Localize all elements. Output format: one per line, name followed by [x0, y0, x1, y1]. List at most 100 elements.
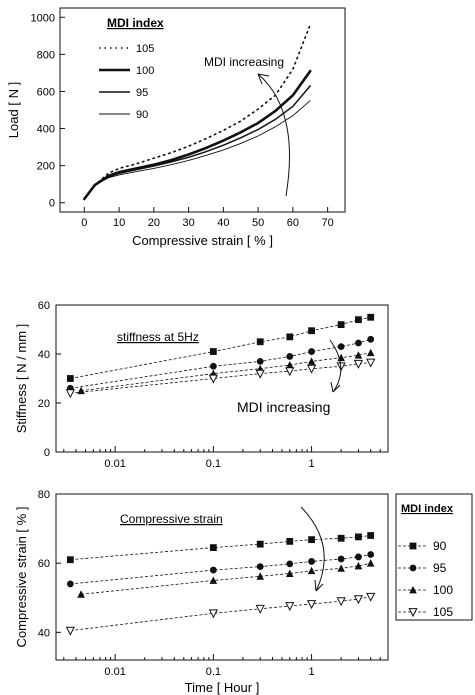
- marker-95: [256, 563, 264, 571]
- legend-label: 90: [136, 109, 148, 121]
- x-tick-label: 1: [309, 666, 315, 678]
- x-tick-label: 0.01: [104, 458, 125, 470]
- marker-95: [337, 555, 345, 563]
- legend-label: 100: [136, 65, 154, 77]
- marker-90: [308, 536, 315, 544]
- annotation-text: MDI increasing: [237, 399, 330, 415]
- series-line-95: [83, 85, 311, 200]
- marker-100: [366, 559, 375, 567]
- x-tick-label: 70: [321, 217, 333, 229]
- marker-100: [256, 572, 265, 580]
- y-axis-label: Compressive strain [ % ]: [14, 507, 29, 648]
- y-tick-label: 400: [37, 124, 55, 136]
- marker-100: [354, 561, 363, 570]
- marker-90: [337, 321, 345, 328]
- series-line-90: [70, 316, 371, 379]
- legend-label: 95: [433, 561, 447, 575]
- legend-box: [395, 493, 473, 621]
- x-tick-label: 60: [287, 217, 299, 229]
- y-tick-label: 1000: [31, 12, 55, 24]
- y-axis-label: Load [ N ]: [6, 82, 21, 138]
- marker-105: [353, 595, 364, 605]
- marker-90: [256, 540, 264, 548]
- x-tick-label: 0: [81, 217, 87, 229]
- y-tick-label: 60: [38, 558, 50, 570]
- marker-90: [337, 534, 345, 542]
- x-tick-label: 50: [252, 217, 264, 229]
- marker-105: [65, 626, 75, 636]
- y-tick-label: 0: [44, 447, 50, 459]
- x-tick-label: 1: [309, 458, 315, 470]
- y-tick-label: 40: [38, 349, 50, 361]
- marker-95: [256, 357, 264, 365]
- y-tick-label: 800: [37, 49, 55, 61]
- x-tick-label: 0.01: [104, 666, 125, 678]
- legend-marker-100: [409, 586, 417, 594]
- chart-title: stiffness at 5Hz: [117, 330, 199, 344]
- marker-105: [366, 592, 376, 602]
- marker-100: [337, 564, 345, 572]
- marker-90: [209, 348, 217, 355]
- series-line-105: [70, 362, 371, 394]
- chart-title: Compressive strain: [120, 512, 223, 526]
- marker-105: [285, 602, 295, 612]
- y-tick-label: 20: [38, 398, 50, 410]
- legend-marker-95: [409, 564, 417, 572]
- legend-label: 95: [136, 87, 148, 99]
- series-line-100: [81, 352, 371, 392]
- marker-90: [66, 556, 74, 564]
- marker-90: [256, 338, 264, 346]
- legend-marker-105: [408, 608, 418, 618]
- marker-100: [354, 351, 363, 359]
- series-line-95: [70, 338, 371, 389]
- x-tick-label: 10: [113, 217, 125, 229]
- x-tick-label: 0.1: [206, 458, 221, 470]
- plot-frame: [59, 7, 346, 213]
- marker-90: [355, 533, 362, 541]
- marker-105: [285, 367, 295, 377]
- series-line-90: [83, 100, 311, 200]
- legend-label: 90: [433, 539, 447, 553]
- marker-105: [306, 364, 317, 374]
- marker-100: [307, 357, 316, 365]
- marker-105: [208, 609, 218, 619]
- marker-105: [366, 358, 376, 368]
- legend-label: 100: [433, 583, 453, 597]
- marker-90: [209, 544, 217, 552]
- marker-95: [209, 566, 217, 574]
- marker-90: [367, 532, 375, 539]
- series-line-105: [83, 23, 311, 200]
- legend-label: 105: [433, 605, 453, 619]
- marker-100: [285, 361, 294, 369]
- load-chart: 0 10 20 30 40 50 60 70 0 200 400 600 800 1000 Compress…: [6, 7, 346, 248]
- marker-95: [355, 553, 362, 561]
- marker-100: [77, 590, 85, 598]
- y-tick-label: 80: [38, 489, 50, 501]
- x-axis-label: Compressive strain [ % ]: [132, 233, 273, 248]
- marker-95: [286, 560, 294, 568]
- marker-90: [367, 313, 375, 321]
- marker-105: [306, 600, 317, 610]
- x-axis-label: Time [ Hour ]: [185, 680, 260, 695]
- y-tick-label: 200: [37, 161, 55, 173]
- marker-100: [285, 569, 294, 577]
- marker-105: [255, 604, 265, 614]
- annotation-text: MDI increasing: [204, 55, 284, 69]
- marker-90: [66, 375, 74, 382]
- marker-95: [286, 353, 294, 360]
- marker-95: [367, 335, 375, 343]
- legend-label: 105: [136, 43, 154, 55]
- annotation-arrow: [300, 506, 325, 592]
- series-line-100: [83, 69, 312, 201]
- marker-105: [336, 597, 346, 607]
- legend-marker-90: [409, 542, 417, 550]
- marker-100: [366, 348, 375, 357]
- y-tick-label: 60: [38, 300, 50, 312]
- legend-title: MDI index: [107, 16, 164, 30]
- series-line-105: [70, 596, 371, 631]
- y-tick-label: 40: [38, 627, 50, 639]
- marker-95: [337, 343, 345, 351]
- x-tick-label: 0.1: [206, 666, 221, 678]
- marker-100: [209, 576, 218, 584]
- marker-95: [308, 558, 315, 565]
